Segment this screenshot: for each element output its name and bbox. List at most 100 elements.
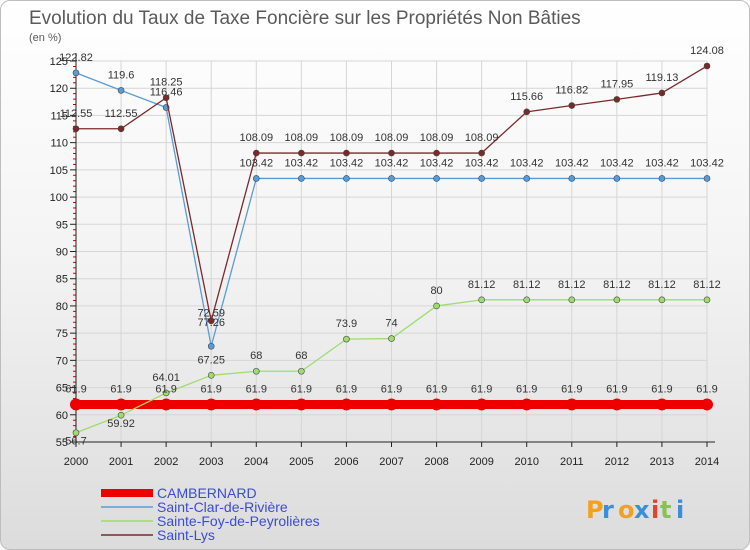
data-label: 118.25 — [150, 77, 183, 89]
data-point-1 — [523, 175, 531, 182]
data-point-1 — [207, 342, 215, 350]
data-point-2 — [613, 296, 621, 304]
data-label: 59.92 — [107, 418, 135, 430]
data-label: 61.9 — [201, 383, 222, 395]
data-label: 68 — [250, 350, 262, 362]
data-point-1 — [658, 175, 666, 182]
data-point-3 — [478, 149, 485, 157]
data-point-0 — [610, 398, 623, 411]
legend-item: Sainte-Foy-de-Peyrolières — [157, 513, 320, 529]
label-layer: 61.9 61.9 61.9 61.9 61.9 61.9 61.9 61.9 61.9 61.9… — [59, 45, 724, 448]
x-tick-label: 2009 — [469, 456, 493, 468]
data-label: 64.01 — [152, 372, 180, 384]
data-label: 61.9 — [471, 383, 492, 395]
data-point-1 — [72, 69, 80, 77]
data-label: 61.9 — [336, 383, 357, 395]
data-point-2 — [568, 296, 576, 304]
data-label: 103.42 — [330, 157, 364, 169]
data-point-2 — [252, 367, 260, 375]
y-tick-label: 65 — [56, 383, 68, 395]
data-point-3 — [162, 94, 170, 102]
data-point-1 — [568, 175, 576, 182]
y-tick-label: 90 — [56, 247, 68, 259]
y-tick-label: 60 — [56, 410, 68, 422]
data-label: 56.7 — [65, 436, 86, 448]
logo-letter: t — [660, 496, 671, 524]
data-point-2 — [72, 429, 80, 437]
data-label: 103.42 — [600, 157, 634, 169]
data-label: 61.9 — [155, 383, 176, 395]
legend: CAMBERNARDSaint-Clar-de-RivièreSainte-Fo… — [101, 485, 320, 543]
data-label: 117.95 — [600, 78, 633, 90]
y-tick-label: 120 — [50, 83, 68, 95]
data-point-2 — [343, 335, 350, 343]
data-point-3 — [658, 89, 666, 97]
proxiti-logo: Pr o x i t i — [586, 496, 684, 524]
data-point-0 — [701, 398, 713, 411]
data-label: 108.09 — [375, 132, 409, 144]
data-label: 116.82 — [555, 85, 588, 97]
data-label: 61.9 — [291, 383, 312, 395]
logo-letter: i — [676, 496, 684, 524]
data-label: 103.42 — [420, 157, 454, 169]
data-point-0 — [430, 398, 443, 411]
data-point-3 — [613, 96, 621, 103]
data-point-1 — [478, 175, 485, 182]
data-point-0 — [250, 398, 263, 411]
data-point-3 — [207, 317, 215, 325]
data-label: 81.12 — [513, 279, 541, 291]
legend-item: Saint-Clar-de-Rivière — [157, 499, 288, 515]
data-label: 61.9 — [651, 383, 672, 395]
data-point-0 — [565, 398, 578, 411]
data-point-2 — [117, 411, 125, 419]
data-label: 108.09 — [330, 132, 364, 144]
axis-layer: 55 60 65 70 75 80 85 90 95 100 105 110 115 120 125 2000… — [50, 53, 719, 468]
data-point-1 — [703, 175, 711, 182]
x-tick-label: 2003 — [199, 456, 223, 468]
chart-title: Evolution du Taux de Taxe Foncière sur l… — [29, 8, 581, 29]
data-point-0 — [70, 398, 82, 411]
data-label: 108.09 — [420, 132, 454, 144]
data-label: 61.9 — [696, 383, 717, 395]
data-point-1 — [117, 87, 125, 94]
data-label: 77.26 — [197, 317, 225, 329]
data-point-3 — [252, 149, 260, 157]
data-point-2 — [298, 367, 305, 375]
data-label: 61.9 — [426, 383, 447, 395]
x-tick-label: 2005 — [289, 456, 313, 468]
chart-subtitle: (en %) — [29, 32, 61, 44]
x-tick-label: 2007 — [379, 456, 403, 468]
series-layer — [70, 62, 713, 437]
data-point-1 — [388, 175, 395, 182]
data-label: 103.42 — [239, 157, 273, 169]
data-label: 68 — [295, 350, 307, 362]
data-label: 81.12 — [648, 279, 676, 291]
data-point-0 — [655, 398, 668, 411]
y-tick-label: 55 — [56, 437, 68, 449]
data-label: 103.42 — [555, 157, 589, 169]
data-point-2 — [523, 296, 531, 304]
data-label: 61.9 — [246, 383, 267, 395]
data-label: 119.13 — [646, 72, 679, 84]
data-point-3 — [568, 102, 576, 109]
x-tick-label: 2002 — [154, 456, 178, 468]
data-point-0 — [160, 398, 173, 411]
data-label: 108.09 — [465, 132, 499, 144]
data-point-2 — [433, 302, 440, 310]
legend-item: Saint-Lys — [157, 527, 215, 543]
data-point-2 — [658, 296, 666, 304]
data-label: 103.42 — [510, 157, 544, 169]
data-label: 103.42 — [465, 157, 499, 169]
data-label: 112.55 — [105, 108, 138, 120]
data-point-1 — [298, 175, 305, 182]
data-point-3 — [523, 108, 531, 116]
data-label: 124.08 — [690, 45, 724, 57]
logo-letter: x — [634, 496, 650, 524]
data-label: 103.42 — [645, 157, 679, 169]
data-label: 61.9 — [110, 383, 131, 395]
legend-item: CAMBERNARD — [157, 485, 257, 501]
data-point-1 — [252, 175, 260, 182]
logo-letter: i — [651, 496, 659, 524]
